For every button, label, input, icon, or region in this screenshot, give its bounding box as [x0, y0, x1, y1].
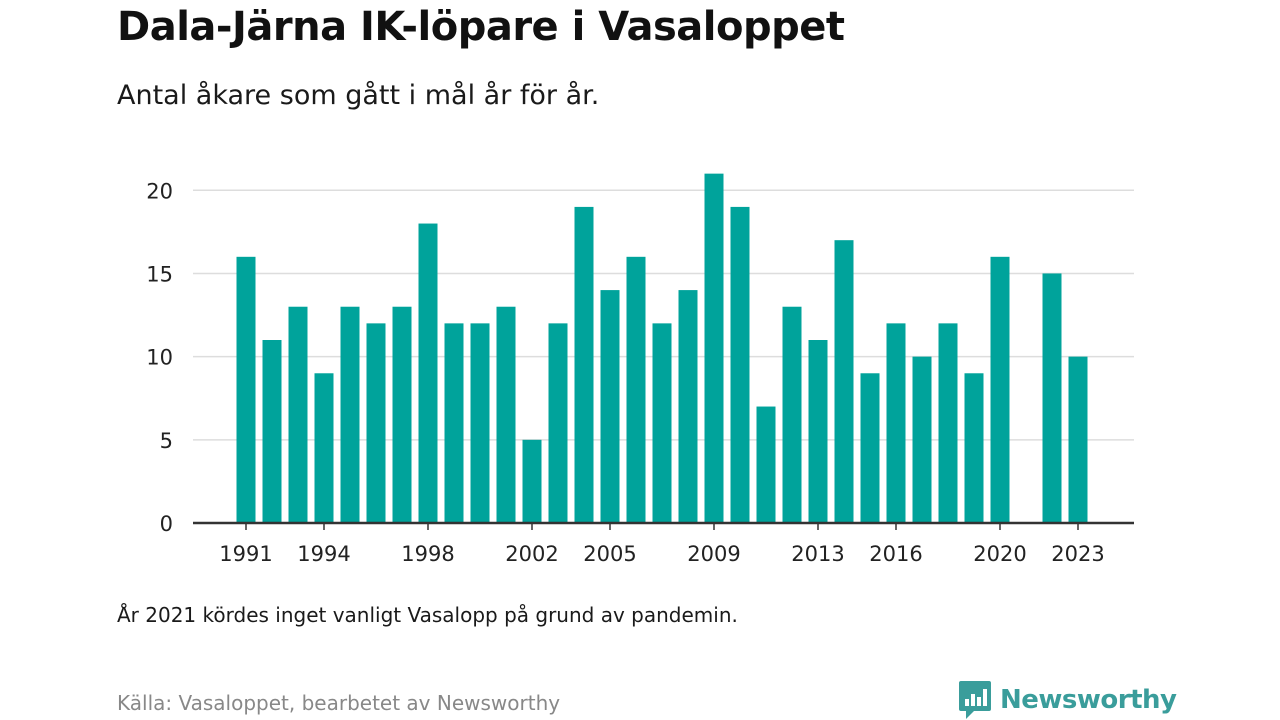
bar-2019	[964, 373, 984, 523]
bar-2009	[704, 173, 724, 524]
brand-logo: Newsworthy	[958, 680, 1177, 720]
bar-chart: 0 5 10 15 20 1991 1994 1998 2002 2005 2009 2013 201…	[146, 173, 1134, 566]
bar-2004	[574, 206, 594, 523]
x-tick-label: 2002	[505, 542, 558, 566]
x-tick-label: 1991	[219, 542, 272, 566]
bar-2017	[912, 356, 932, 523]
x-tick-label: 2016	[869, 542, 922, 566]
bar-2002	[522, 439, 542, 523]
bar-1992	[262, 340, 282, 523]
y-tick-label: 5	[160, 429, 173, 453]
chart-title: Dala-Järna IK-löpare i Vasaloppet	[117, 4, 845, 50]
bar-2022	[1042, 273, 1062, 523]
x-tick-label: 2009	[687, 542, 740, 566]
bar-2001	[496, 306, 516, 523]
x-tick-label: 2005	[583, 542, 636, 566]
bar-2011	[756, 406, 776, 523]
y-tick-label: 15	[146, 262, 173, 286]
bar-2013	[808, 340, 828, 523]
x-tick-label: 2020	[973, 542, 1026, 566]
bar-2016	[886, 323, 906, 523]
x-axis-tick-labels: 1991 1994 1998 2002 2005 2009 2013 2016 2020 2023	[219, 523, 1105, 566]
chart-subtitle: Antal åkare som gått i mål år för år.	[117, 80, 600, 111]
bar-1993	[288, 306, 308, 523]
footnote: År 2021 kördes inget vanligt Vasalopp på…	[117, 603, 738, 627]
bar-2003	[548, 323, 568, 523]
brand-name: Newsworthy	[1000, 685, 1177, 715]
bar-2010	[730, 206, 750, 523]
x-tick-label: 1998	[401, 542, 454, 566]
bar-1995	[340, 306, 360, 523]
bar-2023	[1068, 356, 1088, 523]
bar-2007	[652, 323, 672, 523]
bar-2006	[626, 256, 646, 523]
x-tick-label: 2013	[791, 542, 844, 566]
bar-1996	[366, 323, 386, 523]
bar-1998	[418, 223, 438, 523]
bar-2008	[678, 290, 698, 523]
x-tick-label: 2023	[1051, 542, 1104, 566]
bar-1991	[236, 256, 256, 523]
bars	[236, 173, 1088, 524]
bar-2005	[600, 290, 620, 523]
bar-2012	[782, 306, 802, 523]
bar-1999	[444, 323, 464, 523]
x-tick-label: 1994	[297, 542, 350, 566]
y-axis-tick-labels: 0 5 10 15 20	[146, 179, 173, 536]
bar-2014	[834, 240, 854, 523]
bar-2000	[470, 323, 490, 523]
bar-2015	[860, 373, 880, 523]
bar-2020	[990, 256, 1010, 523]
y-tick-label: 20	[146, 179, 173, 203]
y-tick-label: 10	[146, 346, 173, 370]
newsworthy-logo-icon	[959, 681, 991, 719]
bar-2018	[938, 323, 958, 523]
source-credit: Källa: Vasaloppet, bearbetet av Newswort…	[117, 691, 561, 715]
bar-1997	[392, 306, 412, 523]
y-tick-label: 0	[160, 512, 173, 536]
bar-1994	[314, 373, 334, 523]
